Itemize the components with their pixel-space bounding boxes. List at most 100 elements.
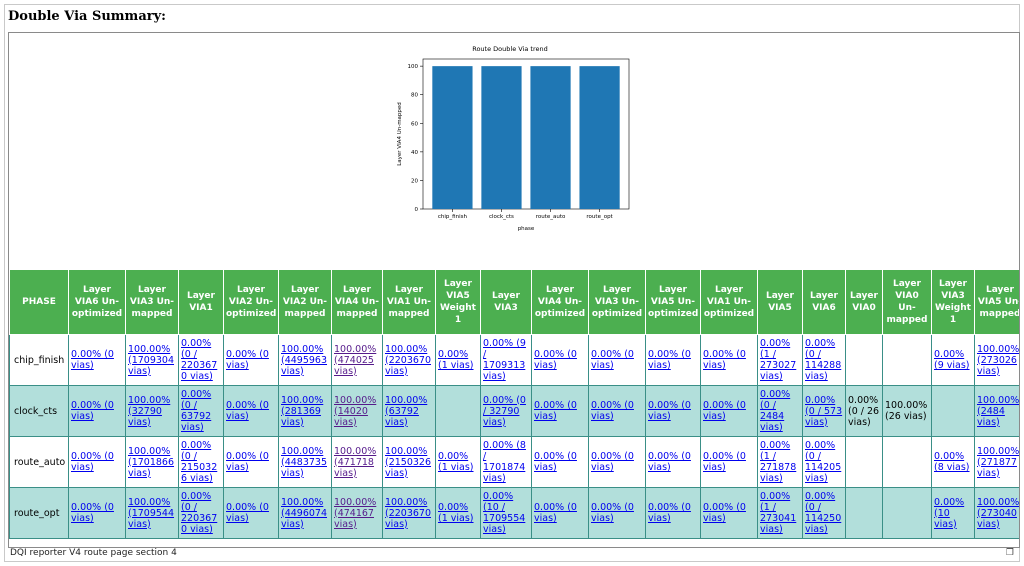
metric-link[interactable]: 100.00% (474025 vias) [334, 343, 377, 377]
metric-cell: 0.00% (0 vias) [68, 385, 126, 437]
metric-cell: 0.00% (0 vias) [223, 436, 279, 488]
metric-link[interactable]: 0.00% (9 / 1709313 vias) [483, 338, 526, 382]
metric-link[interactable]: 100.00% (2150326 vias) [385, 445, 432, 479]
metric-link[interactable]: 100.00% (4496074 vias) [281, 496, 328, 530]
metric-link[interactable]: 100.00% (4483735 vias) [281, 445, 328, 479]
metric-cell: 100.00% (4496074 vias) [278, 487, 332, 539]
metric-link[interactable]: 0.00% (0 vias) [71, 502, 114, 524]
x-tick-label: chip_finish [438, 214, 468, 220]
metric-link[interactable]: 0.00% (0 vias) [226, 502, 269, 524]
metric-link[interactable]: 100.00% (14020 vias) [334, 394, 377, 428]
metric-link[interactable]: 0.00% (0 vias) [226, 451, 269, 473]
metric-link[interactable]: 0.00% (0 vias) [703, 349, 746, 371]
metric-link[interactable]: 0.00% (0 vias) [591, 451, 634, 473]
metric-link[interactable]: 0.00% (0 vias) [226, 400, 269, 422]
metric-link[interactable]: 0.00% (10 / 1709554 vias) [483, 491, 526, 535]
metric-cell: 100.00% (1701866 vias) [125, 436, 179, 488]
metric-link[interactable]: 0.00% (0 vias) [648, 502, 691, 524]
metric-link[interactable]: 0.00% (0 vias) [534, 451, 577, 473]
metric-cell [845, 436, 883, 488]
y-tick-label: 80 [411, 93, 418, 99]
metric-link[interactable]: 0.00% (1 / 273041 vias) [760, 491, 797, 535]
double-via-table: PHASE Layer VIA6 Un-optimized Layer VIA3 U… [9, 269, 1019, 539]
metric-link[interactable]: 0.00% (0 vias) [71, 451, 114, 473]
metric-link[interactable]: 100.00% (1709304 vias) [128, 343, 175, 377]
metric-link[interactable]: 100.00% (271877 vias) [977, 445, 1019, 479]
metric-link[interactable]: 0.00% (0 vias) [534, 502, 577, 524]
table-header-row: PHASE Layer VIA6 Un-optimized Layer VIA3 U… [9, 269, 1019, 335]
metric-link[interactable]: 100.00% (474167 vias) [334, 496, 377, 530]
metric-cell [931, 385, 975, 437]
bar-clock_cts [481, 66, 522, 209]
metric-link[interactable]: 0.00% (0 vias) [71, 349, 114, 371]
metric-link[interactable]: 0.00% (0 vias) [71, 400, 114, 422]
metric-link[interactable]: 0.00% (0 / 2484 vias) [760, 389, 791, 433]
metric-link[interactable]: 0.00% (0 / 114250 vias) [805, 491, 842, 535]
metric-cell: 0.00% (8 / 1701874 vias) [480, 436, 532, 488]
metric-cell: 0.00% (0 vias) [223, 385, 279, 437]
metric-link[interactable]: 0.00% (1 / 273027 vias) [760, 338, 797, 382]
metric-link[interactable]: 100.00% (471718 vias) [334, 445, 377, 479]
metric-link[interactable]: 100.00% (1701866 vias) [128, 445, 175, 479]
metric-link[interactable]: 0.00% (1 vias) [438, 349, 474, 371]
metric-link[interactable]: 100.00% (273040 vias) [977, 496, 1019, 530]
y-tick-label: 20 [411, 178, 418, 184]
col-header: Layer VIA2 Un-optimized [223, 269, 279, 335]
metric-cell: 0.00% (0 vias) [645, 487, 701, 539]
metric-link[interactable]: 0.00% (0 / 63792 vias) [181, 389, 212, 433]
metric-cell: 100.00% (63792 vias) [382, 385, 436, 437]
metric-cell [882, 436, 932, 488]
metric-link[interactable]: 100.00% (4495963 vias) [281, 343, 328, 377]
metric-link[interactable]: 100.00% (32790 vias) [128, 394, 171, 428]
metric-cell: 0.00% (0 / 2484 vias) [757, 385, 803, 437]
metric-link[interactable]: 0.00% (0 vias) [226, 349, 269, 371]
metric-cell: 100.00% (2203670 vias) [382, 487, 436, 539]
metric-cell: 0.00% (8 vias) [931, 436, 975, 488]
metric-link[interactable]: 0.00% (0 vias) [534, 400, 577, 422]
metric-link[interactable]: 0.00% (9 vias) [934, 349, 970, 371]
metric-link[interactable]: 0.00% (0 / 2203670 vias) [181, 491, 218, 535]
metric-link[interactable]: 100.00% (281369 vias) [281, 394, 324, 428]
metric-link[interactable]: 100.00% (2203670 vias) [385, 496, 432, 530]
metric-link[interactable]: 0.00% (0 / 2150326 vias) [181, 440, 218, 484]
metric-link[interactable]: 0.00% (0 vias) [534, 349, 577, 371]
metric-link[interactable]: 0.00% (1 vias) [438, 502, 474, 524]
metric-cell: 0.00% (0 vias) [68, 334, 126, 386]
metric-link[interactable]: 0.00% (0 / 32790 vias) [483, 394, 526, 428]
y-tick-label: 60 [411, 121, 418, 127]
double-via-table-container[interactable]: PHASE Layer VIA6 Un-optimized Layer VIA3 U… [9, 269, 1019, 547]
metric-link[interactable]: 0.00% (0 / 114205 vias) [805, 440, 842, 484]
metric-link[interactable]: 0.00% (0 vias) [703, 400, 746, 422]
metric-link[interactable]: 0.00% (0 vias) [703, 451, 746, 473]
metric-link[interactable]: 0.00% (0 vias) [648, 349, 691, 371]
metric-link[interactable]: 0.00% (0 / 114288 vias) [805, 338, 842, 382]
metric-cell: 100.00% (1709304 vias) [125, 334, 179, 386]
metric-cell: 100.00% (2484 vias) [974, 385, 1019, 437]
metric-cell: 0.00% (0 / 2203670 vias) [178, 487, 224, 539]
metric-link[interactable]: 0.00% (0 vias) [591, 400, 634, 422]
metric-cell [845, 334, 883, 386]
bar-route_auto [530, 66, 571, 209]
metric-link[interactable]: 100.00% (63792 vias) [385, 394, 428, 428]
expand-icon[interactable]: ❐ [1005, 548, 1014, 558]
metric-link[interactable]: 0.00% (1 vias) [438, 451, 474, 473]
metric-cell: 100.00% (4495963 vias) [278, 334, 332, 386]
metric-link[interactable]: 100.00% (2484 vias) [977, 394, 1019, 428]
metric-link[interactable]: 100.00% (273026 vias) [977, 343, 1019, 377]
metric-link[interactable]: 0.00% (10 vias) [934, 496, 965, 530]
metric-link[interactable]: 0.00% (0 vias) [648, 451, 691, 473]
metric-link[interactable]: 0.00% (0 vias) [591, 349, 634, 371]
metric-link[interactable]: 0.00% (8 / 1701874 vias) [483, 440, 526, 484]
metric-link[interactable]: 0.00% (0 / 2203670 vias) [181, 338, 218, 382]
metric-link[interactable]: 0.00% (1 / 271878 vias) [760, 440, 797, 484]
metric-link[interactable]: 0.00% (0 vias) [703, 502, 746, 524]
metric-link[interactable]: 0.00% (0 vias) [648, 400, 691, 422]
metric-link[interactable]: 0.00% (0 vias) [591, 502, 634, 524]
metric-cell: 0.00% (0 / 2150326 vias) [178, 436, 224, 488]
metric-cell: 0.00% (0 / 2203670 vias) [178, 334, 224, 386]
metric-link[interactable]: 100.00% (2203670 vias) [385, 343, 432, 377]
metric-link[interactable]: 0.00% (0 / 573 vias) [805, 394, 843, 428]
bar-series [432, 66, 620, 209]
metric-link[interactable]: 100.00% (1709544 vias) [128, 496, 175, 530]
metric-link[interactable]: 0.00% (8 vias) [934, 451, 970, 473]
